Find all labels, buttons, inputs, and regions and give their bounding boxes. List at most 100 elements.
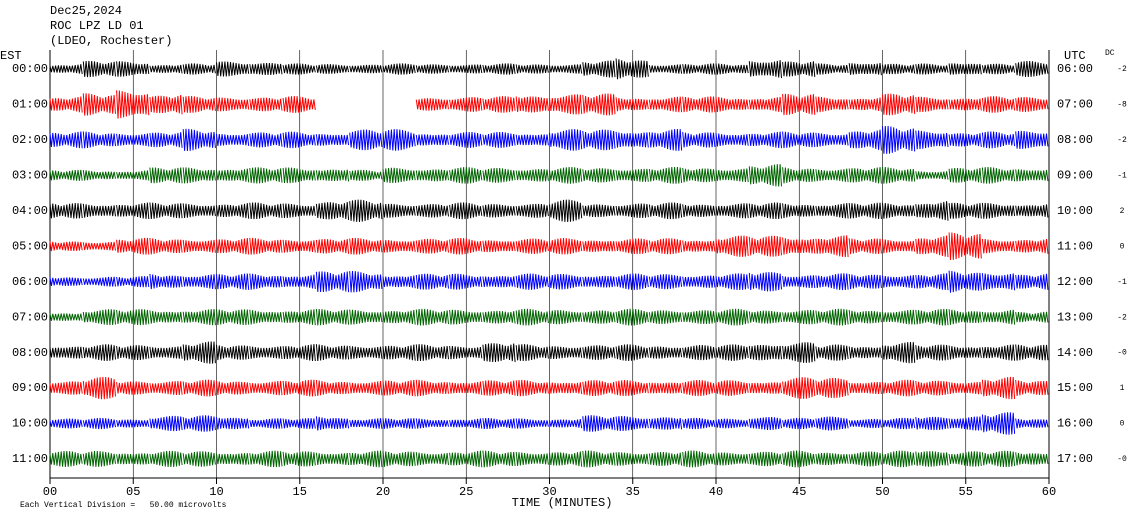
x-tick-label: 15 <box>293 485 307 499</box>
trace-segment <box>415 64 449 74</box>
trace-segment <box>216 273 250 290</box>
trace-segment <box>415 238 449 254</box>
trace-segment <box>815 132 849 147</box>
trace-segment <box>249 418 283 429</box>
trace-segment <box>948 232 982 261</box>
trace-segment <box>116 133 150 147</box>
trace-segment <box>615 416 649 431</box>
trace-segment <box>282 309 316 326</box>
trace-segment <box>1015 60 1049 78</box>
trace-segment <box>216 203 250 219</box>
x-tick-label: 05 <box>126 485 140 499</box>
dc-offset: 0 <box>1120 242 1125 251</box>
trace-segment <box>782 275 816 289</box>
trace-segment <box>249 132 283 148</box>
trace-segment <box>782 93 816 116</box>
trace-segment <box>715 380 749 396</box>
dc-offset: -0 <box>1117 455 1127 464</box>
trace-segment <box>748 451 782 467</box>
trace-segment <box>515 134 549 146</box>
trace-segment <box>848 346 882 359</box>
trace-segment <box>382 167 416 183</box>
est-time: 02:00 <box>12 133 48 147</box>
trace-segment <box>116 90 150 119</box>
trace-segment <box>515 344 549 362</box>
utc-time: 15:00 <box>1057 381 1093 395</box>
trace-segment <box>948 270 982 293</box>
trace-segment <box>315 308 350 326</box>
trace-segment <box>449 97 483 112</box>
trace-segment <box>482 450 516 468</box>
trace-segment <box>882 93 916 116</box>
trace-segment <box>415 418 449 429</box>
trace-segment <box>981 273 1016 291</box>
trace-segment <box>116 202 150 220</box>
dc-offset: -1 <box>1117 171 1127 180</box>
trace-segment <box>882 309 916 325</box>
trace-segment <box>915 201 949 221</box>
trace-segment <box>882 166 916 184</box>
trace-segment <box>116 345 150 361</box>
trace-segment <box>182 167 216 184</box>
trace-segment <box>49 418 83 429</box>
trace-segment <box>848 382 882 395</box>
trace-segment <box>82 241 116 251</box>
trace-segment <box>315 238 350 254</box>
trace-segment <box>282 274 316 289</box>
trace-segment <box>82 131 116 149</box>
trace-segment <box>815 235 849 258</box>
trace-segment <box>648 346 683 359</box>
trace-segment <box>315 169 350 182</box>
trace-segment <box>981 131 1016 149</box>
trace-segment <box>682 96 716 113</box>
trace-segment <box>848 238 882 255</box>
trace-segment <box>249 273 283 290</box>
trace-segment <box>582 60 616 78</box>
trace-segment <box>482 418 516 429</box>
trace-segment <box>582 93 616 116</box>
trace-segment <box>482 131 516 148</box>
trace-segment <box>415 204 449 218</box>
trace-segment <box>648 96 683 113</box>
trace-segment <box>549 310 583 325</box>
trace-segment <box>715 203 749 219</box>
trace-segment <box>216 453 250 465</box>
est-time: 00:00 <box>12 62 48 76</box>
trace-segment <box>116 309 150 326</box>
trace-segment <box>282 344 316 362</box>
trace-segment <box>981 309 1016 325</box>
trace-segment <box>116 170 150 181</box>
trace-segment <box>615 203 649 219</box>
x-tick-label: 20 <box>376 485 390 499</box>
trace-segment <box>915 63 949 75</box>
trace-segment <box>782 417 816 430</box>
trace-segment <box>382 203 416 218</box>
trace-segment <box>449 237 483 255</box>
trace-segment <box>981 344 1016 361</box>
trace-segment <box>315 344 350 361</box>
trace-segment <box>415 452 449 466</box>
dc-offset: -2 <box>1117 136 1127 145</box>
trace-segment <box>149 64 183 74</box>
trace-segment <box>582 415 616 432</box>
station: ROC LPZ LD 01 <box>50 19 144 33</box>
trace-segment <box>1015 204 1049 218</box>
trace-segment <box>948 309 982 325</box>
dc-offset: 2 <box>1120 207 1125 216</box>
trace-segment <box>482 240 516 253</box>
trace-segment <box>848 167 882 184</box>
dc-offset: -2 <box>1117 65 1127 74</box>
trace-segment <box>149 167 183 184</box>
trace-segment <box>182 274 216 290</box>
trace-segment <box>216 168 250 183</box>
trace-segment <box>682 450 716 468</box>
x-tick-label: 60 <box>1042 485 1056 499</box>
trace-segment <box>449 345 483 360</box>
trace-segment <box>216 417 250 430</box>
trace-segment <box>282 63 316 75</box>
trace-segment <box>648 64 683 74</box>
trace-segment <box>482 204 516 218</box>
trace-segment <box>615 131 649 148</box>
trace-segment <box>349 309 383 325</box>
trace-segment <box>249 97 283 112</box>
